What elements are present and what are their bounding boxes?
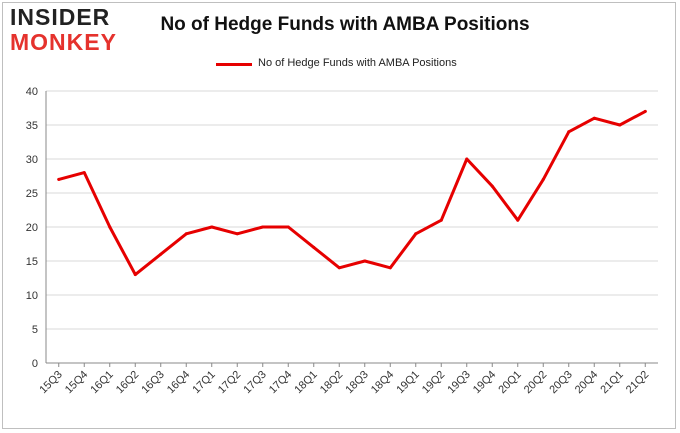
y-tick-label: 30 <box>26 154 38 166</box>
data-point <box>133 273 137 277</box>
data-point <box>388 266 392 270</box>
data-point <box>312 245 316 249</box>
data-point <box>286 225 290 229</box>
y-tick-label: 5 <box>32 324 38 336</box>
y-tick-label: 25 <box>26 188 38 200</box>
data-point <box>618 123 622 127</box>
x-tick-label: 16Q4 <box>165 369 193 397</box>
data-point <box>592 116 596 120</box>
y-tick-label: 20 <box>26 222 38 234</box>
data-point <box>439 218 443 222</box>
x-tick-label: 18Q1 <box>292 369 320 397</box>
x-tick-label: 17Q3 <box>241 369 269 397</box>
x-tick-label: 20Q3 <box>547 369 575 397</box>
data-point <box>159 252 163 256</box>
series-layer <box>57 109 647 277</box>
y-tick-label: 35 <box>26 120 38 132</box>
x-tick-label: 15Q4 <box>63 369 91 397</box>
x-tick-label: 18Q2 <box>318 369 346 397</box>
x-tick-label: 16Q2 <box>114 369 142 397</box>
x-tick-labels: 15Q315Q416Q116Q216Q316Q417Q117Q217Q317Q4… <box>37 363 651 396</box>
x-tick-label: 16Q3 <box>139 369 167 397</box>
x-tick-label: 21Q2 <box>624 369 652 397</box>
logo-line2: MONKEY <box>10 29 117 55</box>
data-point <box>235 232 239 236</box>
y-tick-label: 15 <box>26 256 38 268</box>
data-point <box>57 177 61 181</box>
data-point <box>337 266 341 270</box>
legend-swatch <box>216 63 252 66</box>
data-point <box>363 259 367 263</box>
chart-title: No of Hedge Funds with AMBA Positions <box>160 14 530 35</box>
x-tick-label: 21Q1 <box>598 369 626 397</box>
x-tick-label: 17Q4 <box>267 369 295 397</box>
y-tick-label: 10 <box>26 290 38 302</box>
series-line-0 <box>57 109 647 277</box>
data-point <box>541 177 545 181</box>
chart-frame <box>2 2 676 429</box>
y-tick-label: 0 <box>32 358 38 370</box>
data-point <box>184 232 188 236</box>
x-tick-label: 19Q1 <box>394 369 422 397</box>
data-point <box>465 157 469 161</box>
insider-monkey-logo: INSIDER MONKEY <box>10 6 117 54</box>
data-point <box>82 171 86 175</box>
data-point <box>108 225 112 229</box>
data-point <box>643 109 647 113</box>
x-tick-label: 18Q3 <box>343 369 371 397</box>
x-tick-label: 19Q4 <box>471 369 499 397</box>
x-tick-label: 19Q3 <box>445 369 473 397</box>
y-tick-labels: 0 5 10 15 20 25 30 35 40 <box>26 86 38 370</box>
x-tick-label: 17Q1 <box>190 369 218 397</box>
chart-legend: No of Hedge Funds with AMBA Positions <box>190 57 530 71</box>
x-tick-label: 20Q2 <box>522 369 550 397</box>
data-point <box>210 225 214 229</box>
x-tick-label: 15Q3 <box>37 369 65 397</box>
data-point <box>414 232 418 236</box>
x-tick-label: 20Q1 <box>496 369 524 397</box>
y-tick-label: 40 <box>26 86 38 98</box>
grid-lines <box>46 90 658 364</box>
x-tick-label: 20Q4 <box>573 369 601 397</box>
legend-label: No of Hedge Funds with AMBA Positions <box>258 57 457 69</box>
logo-line1: INSIDER <box>10 4 111 30</box>
data-point <box>516 218 520 222</box>
data-point <box>490 184 494 188</box>
data-point <box>261 225 265 229</box>
data-point <box>567 130 571 134</box>
x-tick-label: 17Q2 <box>216 369 244 397</box>
x-tick-label: 19Q2 <box>420 369 448 397</box>
x-tick-label: 16Q1 <box>88 369 116 397</box>
x-tick-label: 18Q4 <box>369 369 397 397</box>
